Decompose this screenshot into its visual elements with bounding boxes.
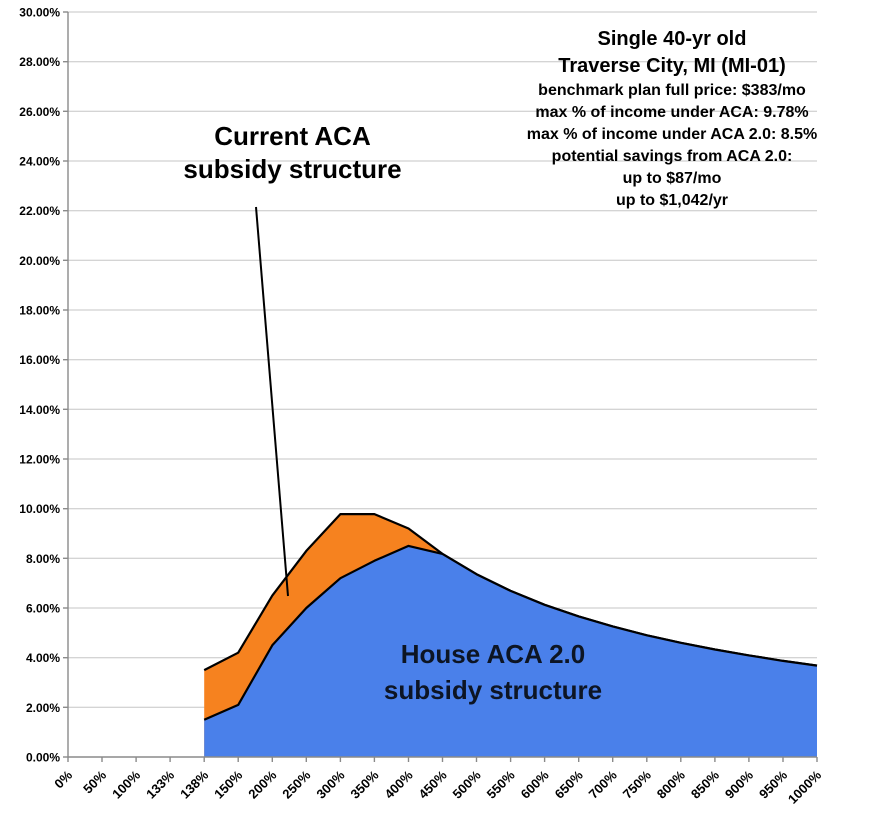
y-tick-label: 30.00% (19, 6, 60, 20)
x-tick-label: 350% (347, 767, 381, 801)
current-aca-series-label-line1: Current ACA (214, 121, 371, 151)
house-aca-2-0-subsidy-structure-area (204, 545, 817, 757)
y-axis-labels: 0.00% 2.00% 4.00% 6.00% 8.00% 10.00% 12.00% 14.… (19, 6, 60, 765)
x-tick-label: 850% (688, 767, 722, 801)
scenario-info-block: Single 40-yr old Traverse City, MI (MI-0… (482, 26, 862, 212)
x-tick-label: 1000% (785, 767, 825, 807)
y-tick-label: 28.00% (19, 55, 60, 69)
x-tick-label: 50% (80, 767, 109, 796)
y-tick-label: 16.00% (19, 353, 60, 367)
y-tick-label: 26.00% (19, 105, 60, 119)
house-aca2-series-label-line2: subsidy structure (383, 675, 603, 705)
y-tick-label: 4.00% (26, 651, 60, 665)
house-aca-2-0-subsidy-structure-line (203, 544, 818, 721)
y-tick-label: 2.00% (26, 701, 60, 715)
y-tick-label: 12.00% (19, 453, 60, 467)
x-tick-label: 250% (279, 767, 313, 801)
x-tick-label: 500% (450, 767, 484, 801)
x-tick-label: 550% (484, 767, 518, 801)
axes (63, 11, 818, 762)
series-areas (203, 513, 818, 757)
x-axis-labels: 0% 50% 100% 133% 138% 150% 200% 250% 300% 350% 400… (51, 767, 824, 807)
x-tick-label: 150% (211, 767, 245, 801)
x-tick-label: 600% (518, 767, 552, 801)
house-aca2-series-label: House ACA 2.0 subsidy structure (340, 636, 646, 708)
y-tick-label: 24.00% (19, 155, 60, 169)
y-tick-label: 20.00% (19, 254, 60, 268)
x-tick-label: 700% (586, 767, 620, 801)
house-aca2-series-label-line1: House ACA 2.0 (400, 639, 586, 669)
x-tick-label: 450% (416, 767, 450, 801)
info-line-subject: Single 40-yr old (597, 28, 747, 50)
info-line-location: Traverse City, MI (MI-01) (558, 55, 786, 77)
y-tick-label: 18.00% (19, 304, 60, 318)
info-line-savings-mo: up to $87/mo (622, 170, 722, 187)
callout-line (255, 206, 289, 597)
x-tick-label: 750% (620, 767, 654, 801)
y-tick-label: 10.00% (19, 502, 60, 516)
info-line-savings-yr: up to $1,042/yr (615, 192, 729, 209)
y-tick-label: 6.00% (26, 602, 60, 616)
current-aca-series-label-line2: subsidy structure (183, 154, 402, 184)
x-tick-label: 400% (382, 767, 416, 801)
info-line-max-aca2: max % of income under ACA 2.0: 8.5% (526, 126, 818, 143)
x-tick-label: 200% (245, 767, 279, 801)
info-line-savings-title: potential savings from ACA 2.0: (551, 148, 793, 165)
x-tick-label: 138% (177, 767, 211, 801)
x-tick-label: 900% (722, 767, 756, 801)
x-tick-label: 300% (313, 767, 347, 801)
current-aca-series-label: Current ACA subsidy structure (170, 120, 415, 186)
info-line-benchmark: benchmark plan full price: $383/mo (538, 82, 806, 99)
gridlines (68, 11, 817, 708)
y-tick-label: 14.00% (19, 403, 60, 417)
x-tick-label: 133% (143, 767, 177, 801)
y-tick-label: 0.00% (26, 751, 60, 765)
x-tick-label: 0% (51, 767, 75, 791)
y-tick-label: 8.00% (26, 552, 60, 566)
x-tick-label: 800% (654, 767, 688, 801)
x-tick-label: 100% (109, 767, 143, 801)
info-line-max-aca: max % of income under ACA: 9.78% (535, 104, 809, 121)
y-tick-label: 22.00% (19, 204, 60, 218)
x-tick-label: 650% (552, 767, 586, 801)
